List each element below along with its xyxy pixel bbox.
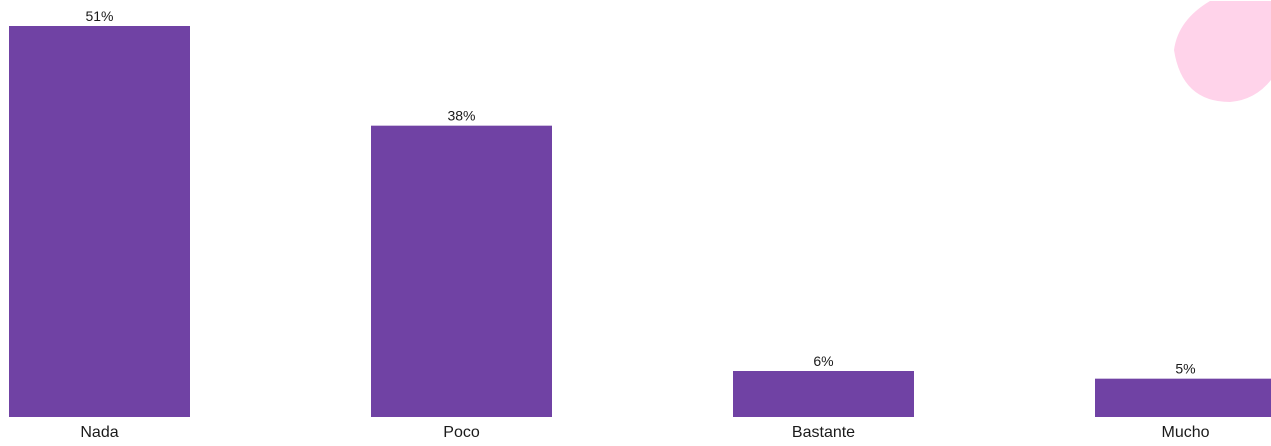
data-label-mucho: 5% [1175, 361, 1195, 377]
data-label-bastante: 6% [813, 353, 833, 369]
category-label-poco: Poco [443, 424, 480, 441]
bar-mucho [1095, 378, 1271, 417]
data-label-poco: 38% [447, 108, 475, 124]
bar-poco [371, 125, 552, 418]
category-label-mucho: Mucho [1161, 424, 1209, 441]
category-label-bastante: Bastante [792, 424, 855, 441]
bar-bastante [733, 371, 914, 417]
bars-layer: 51% Nada 38% Poco 6% Bastante 5% Mucho [9, 8, 1271, 441]
bar-nada [9, 26, 190, 417]
decorative-blob [1174, 1, 1271, 102]
data-label-nada: 51% [85, 8, 113, 24]
category-label-nada: Nada [80, 424, 118, 441]
